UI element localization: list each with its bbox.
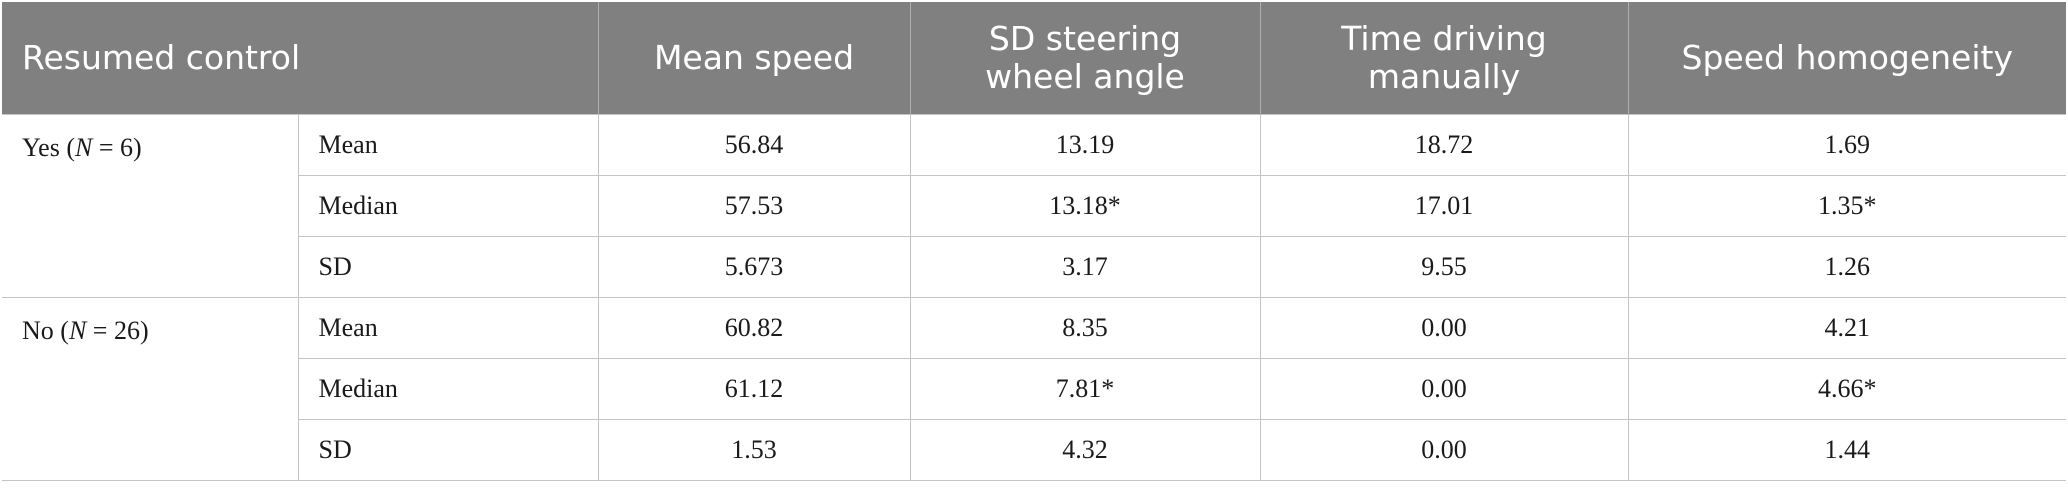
group-label-prefix: No ( bbox=[22, 316, 69, 345]
table-row: Yes (N = 6) Mean 56.84 13.19 18.72 1.69 bbox=[2, 114, 2067, 298]
group-label-no: No (N = 26) bbox=[2, 297, 299, 481]
header-sd-steering-wheel-angle: SD steering wheel angle bbox=[910, 2, 1261, 115]
stat-label: SD bbox=[297, 236, 599, 298]
cell-speed-homogeneity: 1.26 bbox=[1627, 236, 2067, 298]
header-resumed-control: Resumed control bbox=[2, 2, 599, 115]
table-row: SD 5.673 3.17 9.55 1.26 bbox=[2, 236, 2067, 298]
stat-label: Mean bbox=[297, 114, 599, 176]
table-row: Median 57.53 13.18* 17.01 1.35* bbox=[2, 175, 2067, 237]
stat-label: Median bbox=[297, 358, 599, 420]
group-label-suffix: = 6) bbox=[92, 133, 142, 162]
cell-mean-speed: 5.673 bbox=[597, 236, 911, 298]
cell-speed-homogeneity: 1.44 bbox=[1627, 419, 2067, 481]
header-row: Resumed control Mean speed SD steering w… bbox=[2, 2, 2067, 115]
table-row: No (N = 26) Mean 60.82 8.35 0.00 4.21 bbox=[2, 297, 2067, 481]
cell-speed-homogeneity: 1.35* bbox=[1627, 175, 2067, 237]
header-time-manual-line-2: manually bbox=[1367, 57, 1521, 96]
cell-mean-speed: 61.12 bbox=[597, 358, 911, 420]
cell-sd-steering: 8.35 bbox=[909, 297, 1261, 359]
header-mean-speed: Mean speed bbox=[598, 2, 911, 115]
header-speed-homogeneity: Speed homogeneity bbox=[1628, 2, 2067, 115]
cell-sd-steering: 7.81* bbox=[909, 358, 1261, 420]
header-time-driving-manually: Time driving manually bbox=[1260, 2, 1629, 115]
cell-mean-speed: 1.53 bbox=[597, 419, 911, 481]
cell-speed-homogeneity: 4.21 bbox=[1627, 297, 2067, 359]
cell-time-manual: 0.00 bbox=[1259, 297, 1629, 359]
cell-sd-steering: 13.18* bbox=[909, 175, 1261, 237]
cell-sd-steering: 13.19 bbox=[909, 114, 1261, 176]
group-label-prefix: Yes ( bbox=[22, 133, 75, 162]
cell-time-manual: 9.55 bbox=[1259, 236, 1629, 298]
cell-speed-homogeneity: 4.66* bbox=[1627, 358, 2067, 420]
stat-label: Median bbox=[297, 175, 599, 237]
stat-label: Mean bbox=[297, 297, 599, 359]
header-sd-steering-line-1: SD steering bbox=[988, 19, 1182, 58]
group-label-n: N bbox=[75, 133, 93, 162]
cell-time-manual: 0.00 bbox=[1259, 358, 1629, 420]
cell-time-manual: 17.01 bbox=[1259, 175, 1629, 237]
stat-label: SD bbox=[297, 419, 599, 481]
cell-mean-speed: 60.82 bbox=[597, 297, 911, 359]
header-sd-steering-line-2: wheel angle bbox=[985, 57, 1185, 96]
cell-time-manual: 0.00 bbox=[1259, 419, 1629, 481]
cell-speed-homogeneity: 1.69 bbox=[1627, 114, 2067, 176]
cell-mean-speed: 56.84 bbox=[597, 114, 911, 176]
results-table: Resumed control Mean speed SD steering w… bbox=[2, 2, 2067, 481]
table-row: SD 1.53 4.32 0.00 1.44 bbox=[2, 419, 2067, 481]
table-row: Median 61.12 7.81* 0.00 4.66* bbox=[2, 358, 2067, 420]
header-time-manual-line-1: Time driving bbox=[1341, 19, 1547, 58]
cell-sd-steering: 4.32 bbox=[909, 419, 1261, 481]
group-label-n: N bbox=[68, 316, 87, 345]
cell-time-manual: 18.72 bbox=[1259, 114, 1629, 176]
group-label-suffix: = 26) bbox=[86, 316, 149, 345]
group-label-yes: Yes (N = 6) bbox=[2, 114, 299, 298]
cell-mean-speed: 57.53 bbox=[597, 175, 911, 237]
cell-sd-steering: 3.17 bbox=[909, 236, 1261, 298]
